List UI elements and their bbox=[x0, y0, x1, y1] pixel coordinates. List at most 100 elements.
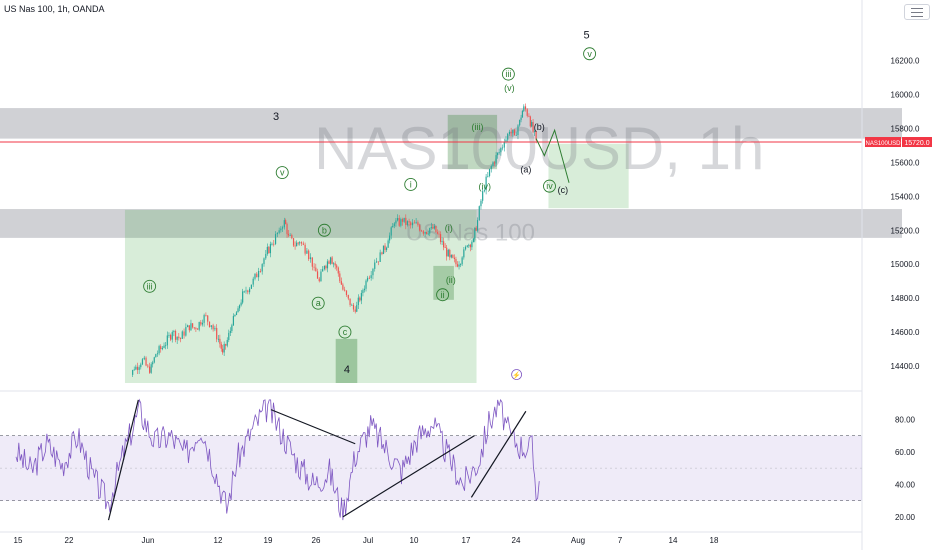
candle-body bbox=[326, 261, 329, 269]
rsi-trendline-2 bbox=[270, 409, 356, 445]
candle-body bbox=[309, 257, 312, 260]
candle-body bbox=[140, 364, 142, 368]
candle-body bbox=[420, 230, 423, 232]
candle-body bbox=[344, 289, 346, 291]
candle-body bbox=[315, 267, 317, 272]
candle-body bbox=[171, 332, 173, 340]
candle-body bbox=[461, 257, 463, 265]
candle-body bbox=[165, 345, 167, 347]
candle-body bbox=[205, 315, 207, 316]
candle-body bbox=[389, 235, 391, 241]
candle-body bbox=[521, 111, 524, 118]
candle-body bbox=[475, 227, 477, 231]
candle-body bbox=[257, 270, 260, 278]
candle-body bbox=[485, 176, 487, 191]
candle-body bbox=[216, 327, 218, 340]
candle-body bbox=[524, 106, 527, 110]
candle-body bbox=[533, 131, 536, 132]
candle-body bbox=[471, 241, 473, 248]
x-tick-label: 15 bbox=[14, 536, 23, 545]
candle-body bbox=[166, 335, 168, 346]
candle-body bbox=[143, 357, 145, 360]
target-zone bbox=[548, 143, 629, 209]
wave-label-boxed-ii: (ii) bbox=[446, 275, 456, 285]
candle-body bbox=[318, 278, 320, 282]
candle-body bbox=[396, 218, 399, 221]
rsi-trendline-1 bbox=[107, 399, 139, 521]
candle-body bbox=[212, 325, 214, 330]
candle-body bbox=[510, 131, 512, 134]
candle-body bbox=[452, 254, 454, 258]
candle-body bbox=[259, 270, 261, 272]
candle-body bbox=[263, 258, 265, 265]
candle-body bbox=[372, 268, 374, 276]
candle-body bbox=[266, 246, 268, 255]
candle-body bbox=[161, 347, 163, 350]
candle-body bbox=[400, 219, 402, 226]
candle-body bbox=[375, 261, 378, 263]
candle-body bbox=[345, 290, 348, 295]
candle-body bbox=[426, 231, 428, 234]
candle-body bbox=[424, 231, 426, 234]
candle-body bbox=[147, 365, 149, 367]
y-tick-label: 16000.0 bbox=[891, 90, 920, 99]
candle-body bbox=[242, 291, 244, 303]
candle-body bbox=[174, 331, 177, 340]
candle-body bbox=[444, 247, 446, 249]
candle-body bbox=[195, 328, 197, 329]
candle-body bbox=[472, 238, 475, 242]
candle-body bbox=[145, 357, 147, 366]
x-tick-label: Jul bbox=[363, 536, 373, 545]
candle-body bbox=[357, 297, 359, 306]
candle-body bbox=[248, 288, 251, 293]
candle-body bbox=[193, 327, 195, 329]
candle-body bbox=[508, 131, 511, 134]
x-tick-label: 12 bbox=[214, 536, 223, 545]
candle-body bbox=[183, 331, 185, 336]
candle-body bbox=[370, 275, 372, 279]
candle-body bbox=[325, 265, 327, 269]
candle-body bbox=[340, 281, 342, 285]
candle-body bbox=[398, 218, 400, 226]
candle-body bbox=[415, 222, 417, 224]
y-tick-label: 15200.0 bbox=[891, 226, 920, 235]
candle-body bbox=[517, 125, 519, 136]
candle-body bbox=[256, 273, 258, 278]
candle-body bbox=[329, 257, 332, 264]
candle-body bbox=[366, 277, 369, 281]
candle-body bbox=[300, 242, 303, 244]
candle-body bbox=[178, 336, 180, 338]
candle-body bbox=[176, 336, 178, 340]
watermark-title: NAS100USD, 1h bbox=[314, 115, 764, 182]
candle-body bbox=[410, 222, 412, 226]
candle-body bbox=[196, 328, 199, 330]
candle-body bbox=[138, 367, 140, 370]
wave-label-circled-a-ring bbox=[311, 296, 325, 310]
candle-body bbox=[252, 278, 254, 285]
candle-body bbox=[285, 220, 287, 225]
candle-body bbox=[403, 217, 405, 222]
candle-body bbox=[526, 109, 528, 116]
candle-body bbox=[500, 148, 502, 153]
candle-body bbox=[513, 129, 516, 136]
candle-body bbox=[160, 346, 162, 350]
candle-body bbox=[395, 220, 397, 224]
wave-label-circled-c: c bbox=[343, 327, 348, 337]
candle-body bbox=[237, 308, 239, 313]
candle-body bbox=[238, 305, 241, 309]
candle-body bbox=[490, 166, 492, 169]
candle-body bbox=[203, 315, 205, 323]
menu-icon[interactable] bbox=[904, 4, 930, 20]
candle-body bbox=[311, 257, 313, 267]
candle-body bbox=[313, 266, 315, 268]
candle-body bbox=[377, 261, 379, 263]
candle-body bbox=[531, 122, 533, 127]
x-tick-label: 18 bbox=[710, 536, 719, 545]
wave-label-circled-i-ring bbox=[404, 177, 418, 191]
candle-body bbox=[408, 221, 410, 223]
candle-body bbox=[419, 225, 421, 231]
candle-body bbox=[433, 226, 435, 229]
candle-body bbox=[210, 325, 212, 327]
candle-body bbox=[168, 334, 170, 336]
